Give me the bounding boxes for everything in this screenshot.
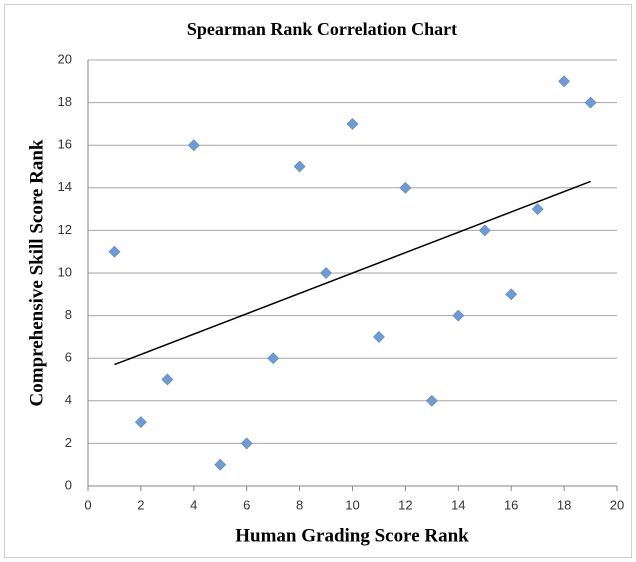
point	[320, 267, 332, 279]
x-tick-label: 20	[610, 497, 624, 512]
point	[558, 75, 571, 88]
y-tick-label: 16	[58, 137, 72, 152]
y-tick-label: 4	[65, 392, 72, 407]
point	[267, 352, 280, 365]
point	[373, 330, 385, 343]
x-tick-label: 12	[398, 497, 412, 512]
point	[452, 309, 465, 322]
point	[346, 117, 359, 130]
point	[478, 224, 491, 237]
point	[293, 160, 306, 173]
point	[584, 96, 597, 109]
trendline	[114, 180, 591, 366]
y-tick-label: 6	[65, 350, 72, 365]
y-tick-label: 14	[58, 179, 72, 194]
point	[187, 139, 200, 152]
y-tick-label: 12	[58, 222, 72, 237]
chart-title: Spearman Rank Correlation Chart	[187, 19, 457, 39]
y-tick-label: 10	[58, 264, 72, 279]
x-tick-label: 6	[243, 497, 250, 512]
x-tick-label: 2	[137, 497, 144, 512]
y-tick-label: 8	[65, 307, 72, 322]
point	[425, 394, 438, 407]
y-tick-label: 2	[65, 435, 72, 450]
point	[214, 458, 227, 471]
point	[108, 245, 121, 258]
point	[505, 288, 518, 301]
point	[134, 416, 147, 429]
y-axis-label: Comprehensive Skill Score Rank	[26, 139, 47, 406]
point	[240, 437, 253, 450]
chart-border	[4, 4, 632, 558]
x-tick-label: 16	[504, 497, 518, 512]
x-tick-label: 10	[345, 497, 359, 512]
y-tick-label: 20	[58, 51, 72, 66]
point	[531, 203, 544, 216]
y-tick-label: 18	[58, 94, 72, 109]
x-axis-label: Human Grading Score Rank	[235, 525, 469, 546]
x-tick-label: 4	[190, 497, 197, 512]
x-tick-label: 18	[557, 497, 571, 512]
point	[161, 373, 174, 386]
y-tick-label: 0	[65, 477, 72, 492]
x-tick-label: 14	[451, 497, 465, 512]
x-tick-label: 8	[296, 497, 303, 512]
point	[399, 181, 412, 194]
x-tick-label: 0	[84, 497, 91, 512]
